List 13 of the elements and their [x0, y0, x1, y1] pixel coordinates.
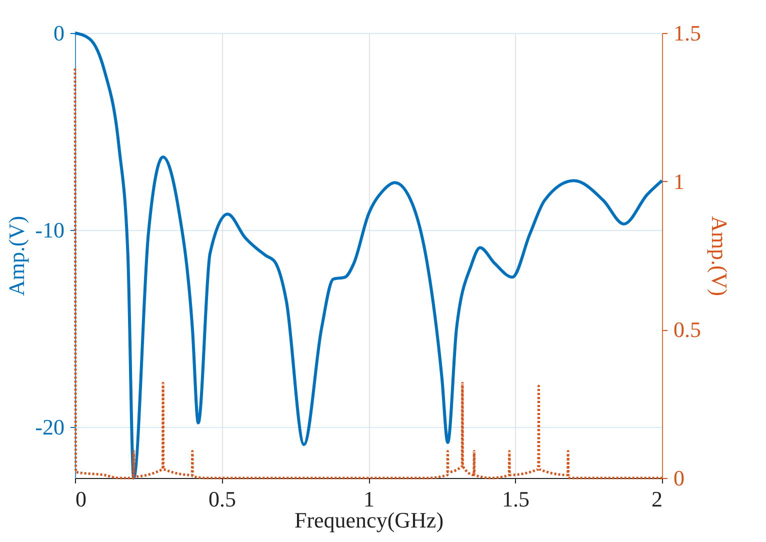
x-tick-label: 2: [652, 486, 662, 512]
y-tick-label: -20: [35, 414, 64, 440]
y2-tick-label: 1: [674, 168, 684, 194]
y-tick-label: -10: [35, 217, 64, 242]
x-tick-label: 0: [76, 486, 86, 512]
x-tick-label: 1.5: [502, 486, 530, 512]
x-tick-label: 0.5: [208, 486, 236, 512]
y2-tick-label: 0: [674, 466, 684, 490]
y-axis-title: Amp.(V): [4, 216, 30, 296]
y2-tick-label: 1.5: [674, 20, 701, 46]
y2-axis-title: Amp.(V): [707, 216, 732, 296]
y-tick-label: 0: [54, 20, 64, 46]
y2-tick-label: 0.5: [674, 317, 701, 342]
